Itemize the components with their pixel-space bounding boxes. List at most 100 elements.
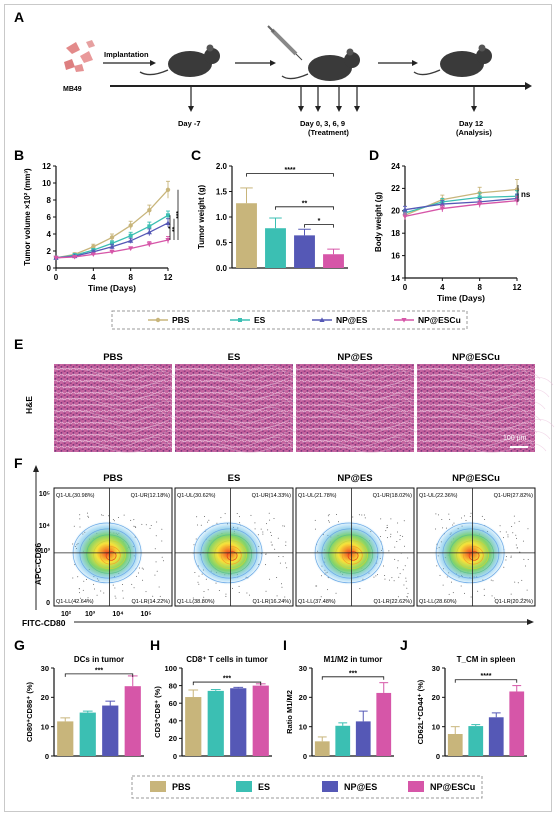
quadrant-ul-label: Q1-UL(30.98%) (56, 493, 95, 499)
he-texture (62, 382, 174, 393)
flow-event (141, 523, 143, 525)
flow-event (399, 534, 401, 536)
chart-j: 0 10 20 30 CD62L⁺CD44⁺ (%) T_CM in spleen **** (416, 655, 527, 761)
data-point (90, 252, 96, 257)
he-texture (435, 442, 547, 453)
flow-event (397, 522, 399, 524)
data-point (128, 223, 133, 228)
flow-event (439, 574, 441, 576)
flow-contour (79, 528, 137, 579)
flow-event (523, 558, 525, 560)
flow-event (505, 531, 507, 533)
flow-event (262, 531, 264, 533)
y-tick-label: 10 (41, 722, 49, 731)
flow-event (154, 574, 156, 576)
he-texture (416, 364, 528, 375)
y-tick-label: 0 (436, 752, 440, 761)
flow-event (133, 525, 135, 527)
flow-event (192, 597, 194, 599)
flow-event (232, 587, 234, 589)
x-tick-label: 12 (164, 273, 173, 282)
flow-x-axis-title: FITC-CD80 (22, 618, 66, 628)
mb49-cells-icon (64, 40, 95, 72)
flow-event (207, 521, 209, 523)
flow-event (445, 527, 447, 529)
flow-event (121, 583, 123, 585)
flow-event (327, 589, 329, 591)
y-tick-label: 12 (42, 162, 51, 171)
flow-event (114, 595, 116, 597)
panel-letter-b: B (14, 147, 24, 163)
flow-event (450, 581, 452, 583)
flow-event (483, 588, 485, 590)
day12-label: Day 12 (459, 119, 483, 128)
flow-event (442, 584, 444, 586)
flow-event (155, 535, 157, 537)
x-axis-title: Time (Days) (437, 293, 485, 303)
flow-event (402, 569, 404, 571)
data-point (165, 237, 171, 243)
flow-event (399, 573, 401, 575)
flow-event (265, 590, 267, 592)
y-tick-label: 20 (391, 207, 400, 216)
he-texture (438, 388, 550, 399)
he-texture (72, 442, 184, 453)
flow-event (137, 572, 139, 574)
flow-event (198, 575, 200, 577)
he-texture (304, 382, 416, 393)
significance-bracket (304, 224, 334, 228)
flow-event (514, 581, 516, 583)
flow-event (86, 512, 88, 514)
flow-contour (462, 546, 484, 565)
flow-event (278, 556, 280, 558)
flow-event (162, 560, 164, 562)
flow-event (198, 583, 200, 585)
flow-y-tick-label: 10³ (40, 548, 51, 555)
he-texture (175, 406, 287, 417)
flow-event (437, 514, 439, 516)
data-point (402, 207, 408, 212)
flow-event (382, 565, 384, 567)
significance-bracket (454, 679, 518, 683)
flow-event (314, 528, 316, 530)
flow-event (79, 526, 81, 528)
flow-event (285, 541, 287, 543)
he-texture (425, 382, 537, 393)
chart-title: M1/M2 in tumor (324, 655, 383, 664)
x-tick-label: 12 (513, 283, 522, 292)
flow-event (156, 570, 158, 572)
legend-label: ES (254, 315, 266, 325)
flow-contour (99, 546, 121, 565)
panel-a: A MB49 Implantation (14, 9, 532, 137)
flow-event (285, 562, 287, 564)
he-texture (58, 394, 170, 405)
flow-contour (321, 528, 379, 579)
significance-label: *** (95, 667, 103, 674)
significance-bracket (64, 673, 134, 677)
flow-event (142, 568, 144, 570)
bar-np-es (102, 705, 119, 756)
y-tick-label: 2.0 (216, 162, 228, 171)
bar-np-escu (509, 691, 525, 756)
bar-np-es (230, 688, 247, 756)
flow-event (328, 520, 330, 522)
flow-event (380, 518, 382, 520)
flow-event (276, 595, 278, 597)
flow-event (161, 556, 163, 558)
y-axis-title: CD80⁺CD86⁺ (%) (25, 681, 34, 742)
y-tick-label: 0 (303, 752, 307, 761)
he-texture (66, 370, 178, 381)
mouse-icon-2 (281, 48, 360, 81)
legend-label: NP@ESCu (418, 315, 461, 325)
flow-event (100, 590, 102, 592)
flow-event (491, 595, 493, 597)
y-tick-label: 10 (42, 179, 51, 188)
flow-event (273, 518, 275, 520)
bar-es (335, 725, 351, 756)
flow-event (87, 597, 89, 599)
flow-event (465, 519, 467, 521)
significance-label: ** (302, 200, 308, 207)
significance-bracket (246, 173, 334, 177)
legend-label: NP@ES (344, 782, 377, 792)
quadrant-ul-label: Q1-UL(30.62%) (177, 493, 216, 499)
